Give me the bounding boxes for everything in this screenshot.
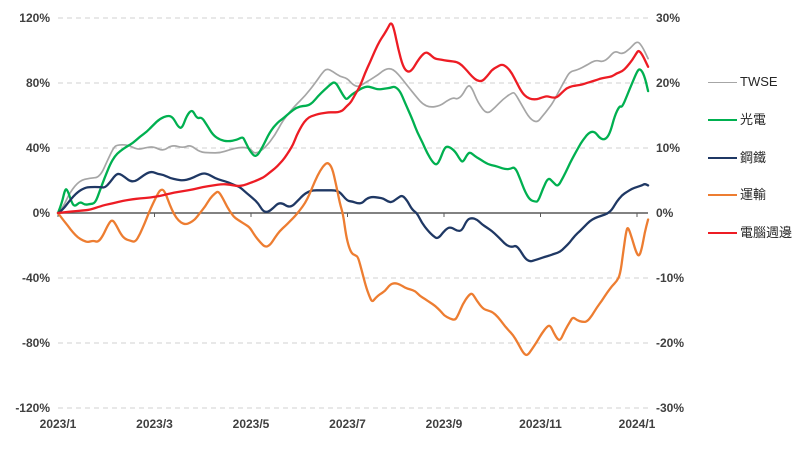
legend-item-transport: 運輸 xyxy=(708,188,766,202)
series-line-computer-peripherals xyxy=(56,22,650,215)
legend-label-optoelectronics: 光電 xyxy=(740,111,767,127)
legend-line-swatch-computer-peripherals xyxy=(708,232,737,234)
x-axis-tick-label: 2023/3 xyxy=(136,417,173,431)
left-axis-tick-label: 80% xyxy=(26,76,50,90)
legend-line-swatch-steel xyxy=(708,156,737,159)
legend-label-twse: TWSE xyxy=(740,74,778,89)
x-axis-tick-label: 2023/5 xyxy=(233,417,270,431)
legend-line-swatch-optoelectronics xyxy=(708,118,737,121)
series-line-optoelectronics xyxy=(56,68,650,215)
right-axis-tick-label: -20% xyxy=(656,336,684,350)
series-line-steel xyxy=(56,170,650,263)
series-line-transport xyxy=(56,162,650,357)
right-axis-tick-label: 20% xyxy=(656,76,680,90)
x-axis-tick-label: 2023/1 xyxy=(40,417,77,431)
right-axis-tick-label: 10% xyxy=(656,141,680,155)
x-axis-tick-label: 2024/1 xyxy=(619,417,656,431)
right-axis-tick-label: 0% xyxy=(656,206,674,220)
left-axis-tick-label: 120% xyxy=(19,11,50,25)
x-axis-tick-label: 2023/9 xyxy=(426,417,463,431)
right-axis-tick-label: -30% xyxy=(656,401,684,415)
left-axis-tick-label: 40% xyxy=(26,141,50,155)
left-axis-tick-label: -120% xyxy=(15,401,50,415)
legend-line-swatch-transport xyxy=(708,194,737,197)
legend-label-computer-peripherals: 電腦週邊 xyxy=(740,225,793,240)
legend-item-computer-peripherals: 電腦週邊 xyxy=(708,226,792,240)
x-axis-tick-label: 2023/11 xyxy=(519,417,562,431)
legend: TWSE 光電鋼鐵運輸電腦週邊 xyxy=(706,0,800,450)
left-axis-tick-label: -80% xyxy=(22,336,50,350)
legend-item-optoelectronics: 光電 xyxy=(708,111,767,127)
left-axis-tick-label: -40% xyxy=(22,271,50,285)
series-line-twse xyxy=(57,41,649,214)
x-axis-tick-label: 2023/7 xyxy=(329,417,366,431)
left-axis-tick-label: 0% xyxy=(33,206,51,220)
legend-item-steel: 鋼鐵 xyxy=(708,149,767,165)
right-axis-tick-label: 30% xyxy=(656,11,680,25)
legend-label-steel: 鋼鐵 xyxy=(740,149,767,165)
legend-item-twse: TWSE xyxy=(708,75,778,89)
right-axis-tick-label: -10% xyxy=(656,271,684,285)
legend-label-transport: 運輸 xyxy=(740,187,767,203)
legend-line-swatch-twse xyxy=(708,81,737,83)
